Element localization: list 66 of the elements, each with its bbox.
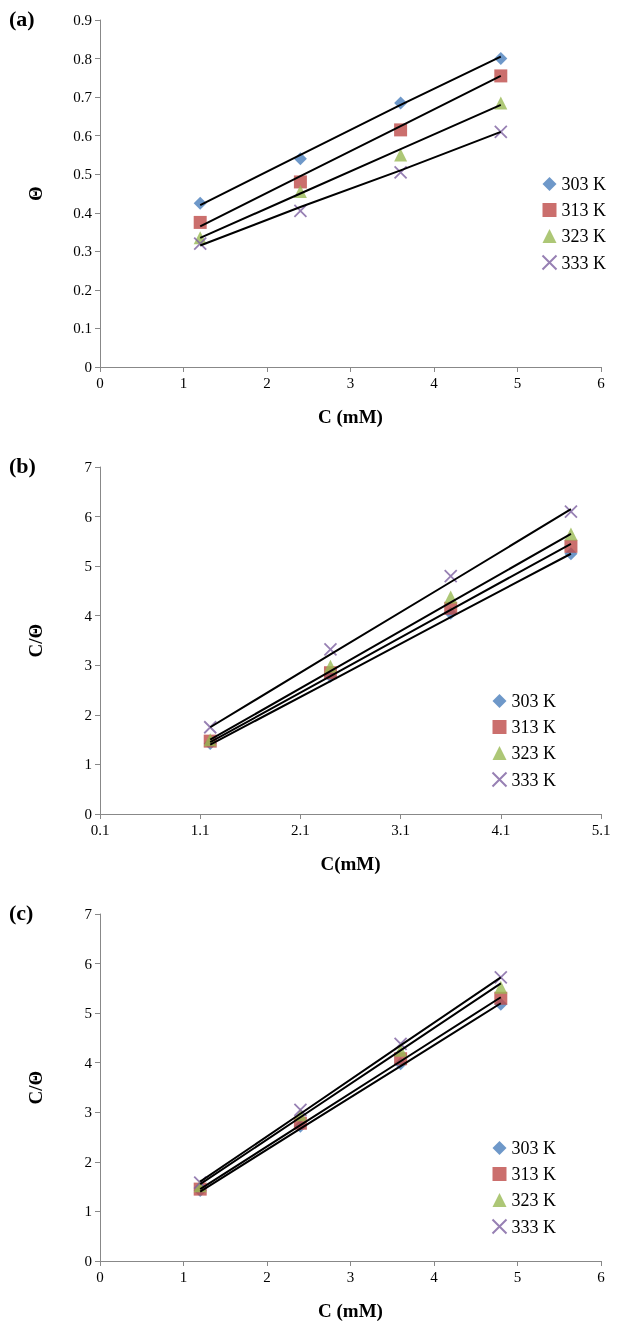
legend-label: 303 K [561,174,606,194]
x-axis-title: C (mM) [318,406,383,428]
x-axis-title: C (mM) [318,1300,383,1322]
y-tick-label: 5 [84,1005,92,1022]
y-tick-label: 2 [84,1153,92,1170]
y-tick-label: 1 [84,756,92,773]
y-tick-label: 1 [84,1203,92,1220]
y-tick-label: 0.5 [73,166,92,183]
x-tick-label: 3.1 [391,821,410,838]
y-tick-label: 4 [84,607,93,624]
x-tick-label: 0 [96,1268,104,1285]
y-tick-label: 5 [84,558,92,575]
legend-label: 313 K [511,717,556,737]
legend-label: 313 K [561,200,606,220]
y-tick-label: 7 [84,459,93,475]
x-axis-title: C(mM) [320,853,381,875]
x-tick-label: 4 [430,1268,439,1285]
y-tick-label: 0.4 [73,204,93,221]
x-tick-label: 0 [96,374,104,391]
x-tick-label: 5 [513,374,522,391]
legend-label: 323 K [511,743,556,763]
legend-label: 303 K [511,1138,556,1158]
y-tick-label: 3 [84,657,92,674]
x-tick-label: 1 [179,374,188,391]
y-tick-label: 0.1 [73,320,92,337]
y-axis-title: C/Θ [25,1070,46,1105]
chart-title: (c) [9,899,34,925]
y-tick-label: 2 [84,706,92,723]
y-tick-label: 0 [84,359,92,375]
x-tick-label: 4 [430,374,439,391]
y-tick-label: 0.9 [73,12,92,28]
legend-label: 333 K [561,252,606,273]
x-tick-label: 4.1 [491,821,511,838]
x-tick-label: 1.1 [190,821,210,838]
y-tick-label: 6 [84,508,93,525]
x-tick-label: 1 [179,1268,188,1285]
x-tick-label: 3 [346,374,355,391]
x-tick-label: 5.1 [591,821,611,838]
legend-label: 323 K [511,1190,556,1210]
y-tick-label: 3 [84,1104,92,1121]
x-tick-label: 5 [513,1268,522,1285]
legend-label: 303 K [511,691,556,711]
legend-label: 313 K [511,1164,556,1184]
y-tick-label: 0 [84,806,92,822]
y-tick-label: 6 [84,955,93,972]
x-tick-label: 3 [346,1268,355,1285]
y-axis-title: C/Θ [25,623,46,658]
y-tick-label: 0.2 [73,281,92,298]
x-tick-label: 6 [597,374,606,391]
y-tick-label: 4 [84,1054,93,1071]
chart-title: (b) [9,452,36,478]
x-tick-label: 6 [597,1268,606,1285]
x-tick-label: 2.1 [291,821,310,838]
legend-label: 333 K [511,1216,556,1237]
y-tick-label: 0.7 [73,89,93,106]
y-tick-label: 0.8 [73,50,92,67]
y-tick-label: 0 [84,1253,92,1269]
legend-label: 333 K [511,769,556,790]
y-tick-label: 7 [84,906,93,922]
chart-title: (a) [9,5,35,31]
y-tick-label: 0.3 [73,243,92,260]
y-tick-label: 0.6 [73,127,93,144]
x-tick-label: 2 [263,374,271,391]
y-axis-title: Θ [25,186,46,201]
x-tick-label: 2 [263,1268,271,1285]
legend-label: 323 K [561,226,606,246]
